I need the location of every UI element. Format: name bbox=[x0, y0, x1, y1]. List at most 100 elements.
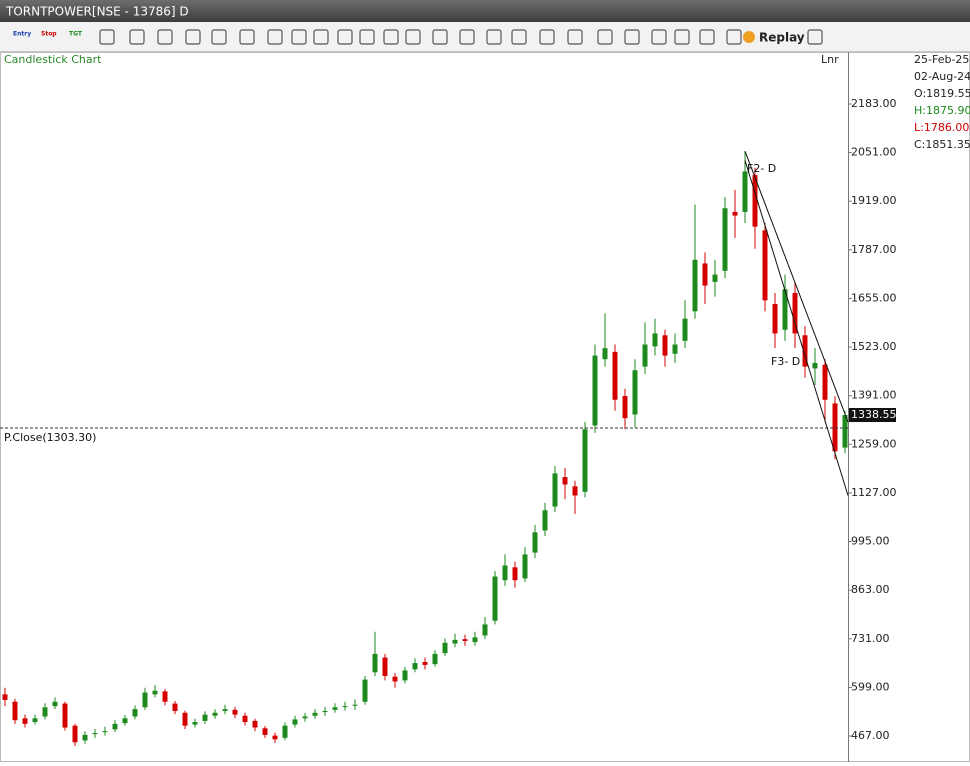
y-tick-label: 863.00 bbox=[851, 583, 890, 596]
candle-body bbox=[192, 722, 198, 725]
y-tick-label: 1391.00 bbox=[851, 389, 897, 402]
toolbar-icon[interactable] bbox=[674, 29, 690, 45]
candle-body bbox=[82, 734, 88, 741]
y-tick-label: 599.00 bbox=[851, 680, 890, 693]
toolbar-icon[interactable] bbox=[239, 29, 255, 45]
toolbar-icon[interactable] bbox=[313, 29, 329, 45]
candle-body bbox=[462, 639, 468, 641]
candle-body bbox=[792, 292, 798, 334]
toolbar-icon[interactable] bbox=[99, 29, 115, 45]
candle-body bbox=[632, 370, 638, 415]
candle-body bbox=[622, 396, 628, 419]
title-bar bbox=[0, 0, 970, 22]
candle-body bbox=[52, 701, 58, 707]
toolbar-icon[interactable] bbox=[291, 29, 307, 45]
chart-frame bbox=[0, 52, 970, 762]
toolbar-icon[interactable] bbox=[383, 29, 399, 45]
entry-button[interactable]: Entry bbox=[13, 31, 31, 38]
toolbar-icon[interactable] bbox=[337, 29, 353, 45]
info-low: L:1786.00 bbox=[914, 121, 969, 134]
candle-body bbox=[62, 703, 68, 728]
toolbar-icon[interactable] bbox=[185, 29, 201, 45]
candle-body bbox=[542, 510, 548, 531]
toolbar bbox=[0, 22, 970, 52]
candle-body bbox=[712, 274, 718, 282]
toolbar-icon[interactable] bbox=[267, 29, 283, 45]
y-tick-label: 1259.00 bbox=[851, 437, 897, 450]
candle-body bbox=[722, 208, 728, 271]
candle-body bbox=[182, 712, 188, 726]
toolbar-icon[interactable] bbox=[129, 29, 145, 45]
candle-body bbox=[132, 709, 138, 717]
toolbar-icon[interactable] bbox=[567, 29, 583, 45]
candle-body bbox=[172, 703, 178, 711]
toolbar-icon[interactable] bbox=[807, 29, 823, 45]
toolbar-icon[interactable] bbox=[624, 29, 640, 45]
toolbar-icon[interactable] bbox=[539, 29, 555, 45]
candle-body bbox=[202, 714, 208, 721]
candle-body bbox=[602, 348, 608, 360]
candle-body bbox=[352, 704, 358, 706]
toolbar-icon[interactable] bbox=[597, 29, 613, 45]
candle-body bbox=[142, 692, 148, 708]
toolbar-icon[interactable] bbox=[459, 29, 475, 45]
stop-button[interactable]: Stop bbox=[41, 31, 57, 38]
candle-body bbox=[762, 230, 768, 301]
toolbar-icon[interactable] bbox=[486, 29, 502, 45]
toolbar-icon[interactable] bbox=[726, 29, 742, 45]
candle-body bbox=[682, 318, 688, 341]
toolbar-icon[interactable] bbox=[699, 29, 715, 45]
candle-body bbox=[262, 728, 268, 735]
replay-icon[interactable] bbox=[743, 31, 755, 43]
candle-body bbox=[522, 554, 528, 579]
candle-body bbox=[472, 637, 478, 643]
toolbar-icon[interactable] bbox=[405, 29, 421, 45]
candle-body bbox=[672, 344, 678, 354]
tgt-button[interactable]: TGT bbox=[69, 31, 83, 38]
annotation: F2- D bbox=[747, 162, 776, 175]
toolbar-icon[interactable] bbox=[651, 29, 667, 45]
candle-body bbox=[252, 720, 258, 728]
candle-body bbox=[12, 701, 18, 721]
candle-body bbox=[652, 333, 658, 347]
candle-body bbox=[402, 670, 408, 681]
candle-body bbox=[662, 335, 668, 356]
candle-body bbox=[312, 712, 318, 716]
toolbar-icon[interactable] bbox=[211, 29, 227, 45]
toolbar-icon[interactable] bbox=[359, 29, 375, 45]
candle-body bbox=[452, 639, 458, 644]
candle-body bbox=[642, 344, 648, 367]
candle-body bbox=[442, 642, 448, 654]
window-title: TORNTPOWER[NSE - 13786] D bbox=[5, 5, 189, 19]
candle-body bbox=[822, 364, 828, 400]
candle-body bbox=[22, 718, 28, 724]
candle-body bbox=[392, 676, 398, 682]
y-tick-label: 1787.00 bbox=[851, 243, 897, 256]
toolbar-icon[interactable] bbox=[432, 29, 448, 45]
prev-close-label: P.Close(1303.30) bbox=[4, 431, 96, 444]
info-open: O:1819.55 bbox=[914, 87, 970, 100]
candle-body bbox=[222, 709, 228, 711]
y-tick-label: 1523.00 bbox=[851, 340, 897, 353]
candle-body bbox=[832, 403, 838, 452]
last-price-tag bbox=[849, 408, 896, 423]
replay-button[interactable]: Replay bbox=[759, 31, 805, 45]
toolbar-icon[interactable] bbox=[157, 29, 173, 45]
info-date: 02-Aug-24 bbox=[914, 70, 970, 83]
y-tick-label: 2183.00 bbox=[851, 97, 897, 110]
candle-body bbox=[112, 723, 118, 730]
candle-body bbox=[42, 707, 48, 717]
y-tick-label: 1127.00 bbox=[851, 486, 897, 499]
candle-body bbox=[302, 716, 308, 719]
candle-body bbox=[612, 351, 618, 400]
toolbar-icon[interactable] bbox=[511, 29, 527, 45]
candle-body bbox=[592, 355, 598, 426]
candle-body bbox=[772, 303, 778, 334]
info-close: C:1851.35 bbox=[914, 138, 970, 151]
trend-line bbox=[744, 160, 849, 496]
y-tick-label: 1919.00 bbox=[851, 194, 897, 207]
candle-body bbox=[552, 473, 558, 507]
candle-body bbox=[292, 719, 298, 725]
y-tick-label: 1655.00 bbox=[851, 291, 897, 304]
